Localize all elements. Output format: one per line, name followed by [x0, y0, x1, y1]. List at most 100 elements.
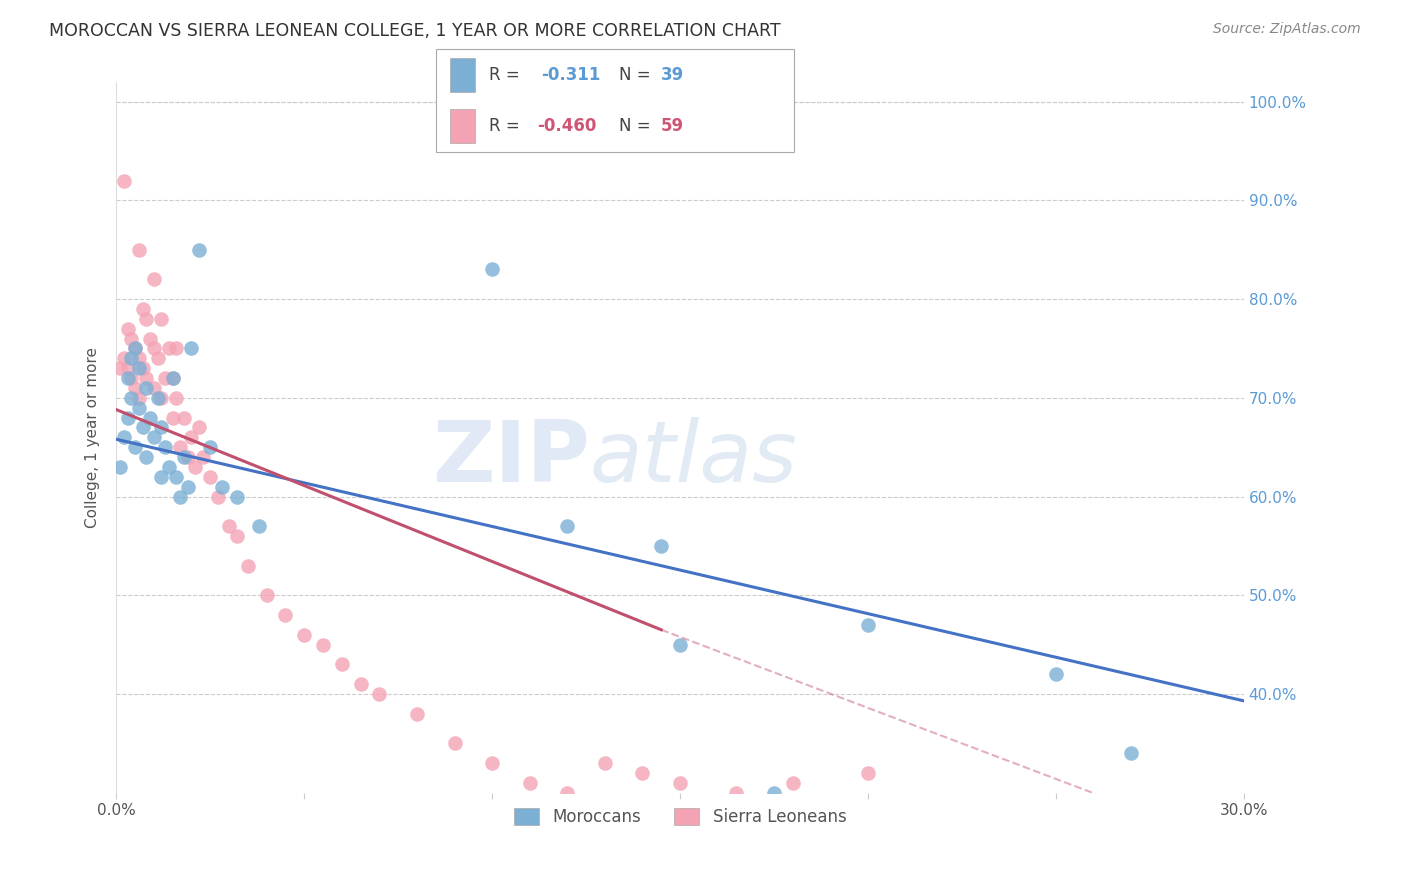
Point	[443, 736, 465, 750]
Point	[349, 677, 371, 691]
Point	[135, 311, 157, 326]
Point	[1119, 746, 1142, 760]
Point	[146, 391, 169, 405]
Point	[120, 391, 142, 405]
Text: -0.311: -0.311	[541, 66, 600, 84]
Point	[108, 361, 131, 376]
Text: ZIP: ZIP	[432, 417, 591, 500]
Point	[150, 391, 173, 405]
Point	[176, 480, 198, 494]
Point	[165, 469, 187, 483]
Point	[368, 687, 391, 701]
Point	[292, 628, 315, 642]
Point	[162, 371, 184, 385]
Text: atlas: atlas	[591, 417, 797, 500]
Point	[225, 529, 247, 543]
Point	[200, 469, 222, 483]
Point	[725, 786, 748, 800]
Point	[128, 351, 150, 366]
Text: MOROCCAN VS SIERRA LEONEAN COLLEGE, 1 YEAR OR MORE CORRELATION CHART: MOROCCAN VS SIERRA LEONEAN COLLEGE, 1 YE…	[49, 22, 780, 40]
Point	[112, 173, 135, 187]
Point	[782, 776, 804, 790]
Point	[128, 243, 150, 257]
Point	[117, 371, 139, 385]
Point	[225, 490, 247, 504]
Point	[669, 638, 692, 652]
Y-axis label: College, 1 year or more: College, 1 year or more	[86, 347, 100, 528]
Point	[139, 332, 162, 346]
Text: R =: R =	[489, 66, 530, 84]
Point	[519, 776, 541, 790]
Point	[142, 342, 165, 356]
Text: N =: N =	[619, 117, 655, 135]
Point	[256, 588, 278, 602]
Point	[176, 450, 198, 464]
Point	[191, 450, 214, 464]
Point	[120, 371, 142, 385]
Text: R =: R =	[489, 117, 526, 135]
Point	[162, 371, 184, 385]
Point	[124, 342, 146, 356]
Point	[169, 490, 191, 504]
Point	[124, 342, 146, 356]
Point	[188, 243, 211, 257]
Point	[112, 430, 135, 444]
Point	[128, 361, 150, 376]
Text: 59: 59	[661, 117, 683, 135]
Point	[481, 756, 503, 770]
Point	[142, 272, 165, 286]
Point	[117, 410, 139, 425]
Point	[406, 706, 429, 721]
Point	[173, 410, 195, 425]
Point	[180, 430, 202, 444]
Point	[157, 342, 180, 356]
Point	[142, 430, 165, 444]
Point	[236, 558, 259, 573]
Point	[274, 607, 297, 622]
Text: N =: N =	[619, 66, 655, 84]
Text: Source: ZipAtlas.com: Source: ZipAtlas.com	[1213, 22, 1361, 37]
Point	[146, 351, 169, 366]
Text: -0.460: -0.460	[537, 117, 596, 135]
Point	[120, 351, 142, 366]
Point	[108, 459, 131, 474]
Point	[211, 480, 233, 494]
Point	[135, 381, 157, 395]
Point	[153, 371, 176, 385]
Point	[247, 519, 270, 533]
Point	[650, 539, 672, 553]
Point	[218, 519, 240, 533]
Point	[555, 519, 578, 533]
Point	[120, 332, 142, 346]
Point	[135, 450, 157, 464]
Point	[162, 410, 184, 425]
Point	[631, 765, 654, 780]
Point	[1045, 667, 1067, 681]
Point	[200, 440, 222, 454]
Point	[184, 459, 207, 474]
Point	[207, 490, 229, 504]
Point	[112, 351, 135, 366]
Point	[135, 371, 157, 385]
Text: 39: 39	[661, 66, 685, 84]
Point	[555, 786, 578, 800]
Point	[593, 756, 616, 770]
Point	[165, 391, 187, 405]
Point	[150, 469, 173, 483]
Point	[169, 440, 191, 454]
Point	[131, 301, 153, 316]
Point	[762, 786, 785, 800]
Point	[124, 381, 146, 395]
Point	[856, 617, 879, 632]
Point	[312, 638, 335, 652]
Point	[669, 776, 692, 790]
Point	[188, 420, 211, 434]
Point	[153, 440, 176, 454]
Point	[128, 401, 150, 415]
Point	[165, 342, 187, 356]
Point	[180, 342, 202, 356]
Legend: Moroccans, Sierra Leoneans: Moroccans, Sierra Leoneans	[505, 799, 855, 834]
Point	[330, 657, 353, 672]
Point	[481, 262, 503, 277]
Point	[128, 391, 150, 405]
